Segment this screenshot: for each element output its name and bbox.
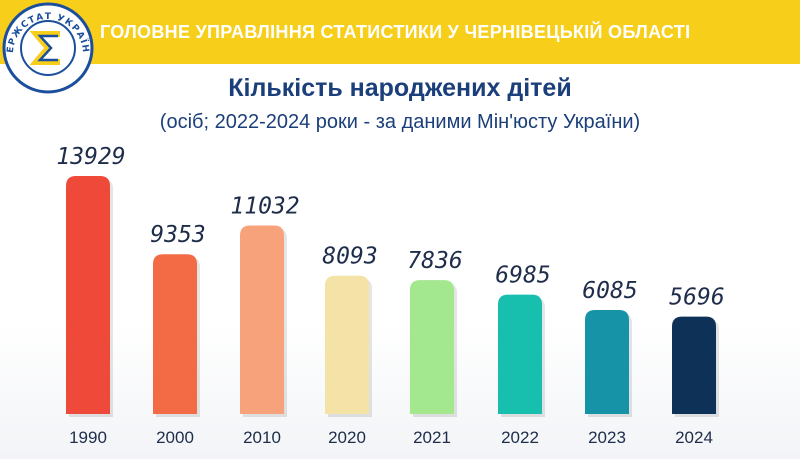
value-label-1990: 13929 — [56, 144, 125, 170]
x-tick-label-2021: 2021 — [413, 428, 451, 447]
value-label-2000: 9353 — [150, 222, 205, 248]
value-label-2023: 6085 — [582, 278, 637, 304]
x-tick-label-2022: 2022 — [501, 428, 539, 447]
chart-subtitle: (осіб; 2022-2024 роки - за даними Мін'юс… — [159, 111, 641, 133]
header-band — [0, 0, 800, 64]
bar-2024 — [672, 316, 716, 414]
bar-2010 — [240, 225, 284, 414]
value-label-2010: 11032 — [230, 194, 299, 220]
x-tick-label-2023: 2023 — [588, 428, 626, 447]
bar-1990 — [66, 176, 110, 414]
header-title: ГОЛОВНЕ УПРАВЛІННЯ СТАТИСТИКИ У ЧЕРНІВЕЦ… — [100, 22, 691, 42]
x-tick-label-1990: 1990 — [69, 428, 107, 447]
x-tick-label-2024: 2024 — [675, 428, 713, 447]
bar-2000 — [153, 254, 197, 414]
bar-2021 — [410, 280, 454, 414]
value-label-2020: 8093 — [322, 244, 377, 270]
bar-2023 — [585, 310, 629, 414]
x-tick-label-2010: 2010 — [243, 428, 281, 447]
derzhstat-logo: ДЕРЖСТАТ УКРАЇНИ — [2, 2, 94, 94]
chart-title: Кількість народжених дітей — [228, 74, 572, 102]
bar-2020 — [325, 275, 369, 414]
bar-2022 — [498, 294, 542, 414]
value-label-2024: 5696 — [669, 285, 724, 311]
x-tick-label-2020: 2020 — [328, 428, 366, 447]
value-label-2021: 7836 — [407, 248, 462, 274]
x-tick-label-2000: 2000 — [156, 428, 194, 447]
value-label-2022: 6985 — [495, 263, 550, 289]
